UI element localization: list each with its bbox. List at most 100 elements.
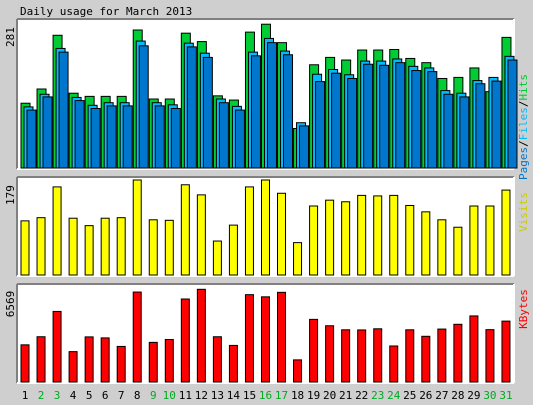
bar-visits-day-31 xyxy=(501,189,511,276)
x-tick-label-day-29: 29 xyxy=(467,389,480,402)
bar-pages-day-8 xyxy=(138,45,149,169)
bar-kbytes-day-8 xyxy=(132,291,142,383)
x-tick-label-day-27: 27 xyxy=(435,389,448,402)
bar-pages-day-11 xyxy=(186,46,197,169)
x-tick-label-day-11: 11 xyxy=(179,389,192,402)
bar-visits-day-11 xyxy=(180,184,190,276)
bar-kbytes-day-25 xyxy=(405,329,415,383)
bar-visits-day-7 xyxy=(116,217,126,276)
x-tick-label-day-21: 21 xyxy=(339,389,352,402)
bar-pages-day-29 xyxy=(475,83,486,169)
bar-pages-day-31 xyxy=(507,59,518,169)
bar-visits-day-8 xyxy=(132,179,142,276)
bar-visits-day-19 xyxy=(309,205,319,276)
bar-kbytes-day-27 xyxy=(437,328,447,383)
bar-kbytes-day-18 xyxy=(293,359,303,383)
bar-pages-day-25 xyxy=(411,70,422,169)
x-tick-label-day-6: 6 xyxy=(102,389,109,402)
bar-visits-day-4 xyxy=(68,217,78,276)
bar-pages-day-26 xyxy=(427,71,438,169)
bar-pages-day-10 xyxy=(170,107,181,169)
bar-kbytes-day-26 xyxy=(421,335,431,383)
bar-visits-day-25 xyxy=(405,204,415,276)
bar-pages-day-15 xyxy=(250,55,261,169)
bar-kbytes-day-10 xyxy=(164,338,174,383)
bar-kbytes-day-31 xyxy=(501,320,511,383)
bar-pages-day-7 xyxy=(122,105,133,169)
x-tick-label-day-12: 12 xyxy=(195,389,208,402)
bar-visits-day-14 xyxy=(228,224,238,276)
bar-kbytes-day-16 xyxy=(260,296,270,383)
bar-pages-day-5 xyxy=(90,107,101,169)
x-tick-label-day-8: 8 xyxy=(134,389,141,402)
bar-pages-day-16 xyxy=(266,42,277,169)
bar-kbytes-day-17 xyxy=(277,291,287,383)
bar-visits-day-26 xyxy=(421,211,431,276)
x-tick-label-day-18: 18 xyxy=(291,389,304,402)
x-tick-label-day-10: 10 xyxy=(163,389,176,402)
x-tick-label-day-31: 31 xyxy=(499,389,512,402)
bar-visits-day-12 xyxy=(196,194,206,276)
x-tick-label-day-7: 7 xyxy=(118,389,125,402)
x-tick-label-day-2: 2 xyxy=(38,389,45,402)
x-tick-label-day-9: 9 xyxy=(150,389,157,402)
x-tick-label-day-15: 15 xyxy=(243,389,256,402)
bar-kbytes-day-9 xyxy=(148,341,158,383)
bar-pages-day-22 xyxy=(363,63,374,169)
bar-visits-day-27 xyxy=(437,219,447,276)
bar-kbytes-day-5 xyxy=(84,336,94,383)
bar-pages-day-4 xyxy=(74,100,85,169)
bar-pages-day-21 xyxy=(347,77,358,169)
bar-pages-day-2 xyxy=(42,96,53,169)
bar-visits-day-30 xyxy=(485,205,495,276)
x-tick-label-day-20: 20 xyxy=(323,389,336,402)
bar-kbytes-day-12 xyxy=(196,288,206,383)
bar-kbytes-day-19 xyxy=(309,318,319,383)
bar-visits-day-16 xyxy=(260,179,270,276)
bar-pages-day-30 xyxy=(491,80,502,169)
bar-kbytes-day-13 xyxy=(212,336,222,383)
bar-visits-day-29 xyxy=(469,205,479,276)
bar-pages-day-20 xyxy=(331,72,342,169)
chart-title: Daily usage for March 2013 xyxy=(20,5,192,18)
bar-pages-day-17 xyxy=(283,54,294,169)
bar-kbytes-day-24 xyxy=(389,345,399,383)
panel-3-max-label: 6569 xyxy=(4,291,17,318)
legend-part-2: Files xyxy=(517,107,530,140)
bar-kbytes-day-23 xyxy=(373,328,383,383)
panel-2-legend: Visits xyxy=(517,192,530,232)
bar-visits-day-18 xyxy=(293,242,303,276)
x-tick-label-day-30: 30 xyxy=(483,389,496,402)
bar-kbytes-day-2 xyxy=(36,336,46,383)
bar-kbytes-day-1 xyxy=(20,344,30,383)
bar-kbytes-day-29 xyxy=(469,315,479,383)
bar-pages-day-14 xyxy=(234,109,245,169)
legend-part-3: / xyxy=(517,101,530,108)
bar-visits-day-13 xyxy=(212,240,222,276)
bar-kbytes-day-3 xyxy=(52,310,62,383)
bar-pages-day-19 xyxy=(315,81,326,169)
bar-visits-day-24 xyxy=(389,194,399,276)
bar-visits-day-3 xyxy=(52,186,62,276)
panel-3-legend: KBytes xyxy=(517,289,530,329)
bar-visits-day-1 xyxy=(20,220,30,276)
bar-pages-day-23 xyxy=(379,64,390,169)
x-tick-label-day-3: 3 xyxy=(54,389,61,402)
bar-kbytes-day-21 xyxy=(341,329,351,383)
bar-kbytes-day-6 xyxy=(100,337,110,383)
panel-2-max-label: 179 xyxy=(4,185,17,205)
bar-kbytes-day-28 xyxy=(453,323,463,383)
bar-kbytes-day-14 xyxy=(228,344,238,383)
bar-visits-day-5 xyxy=(84,225,94,276)
bar-visits-day-23 xyxy=(373,195,383,276)
bar-pages-day-12 xyxy=(202,56,213,169)
legend-part-0: Pages xyxy=(517,147,530,180)
x-tick-label-day-13: 13 xyxy=(211,389,224,402)
bar-visits-day-2 xyxy=(36,217,46,276)
x-tick-label-day-26: 26 xyxy=(419,389,432,402)
bar-pages-day-6 xyxy=(106,105,117,169)
x-tick-label-day-24: 24 xyxy=(387,389,401,402)
bar-visits-day-15 xyxy=(244,186,254,276)
panel-1-legend: Pages/Files/Hits xyxy=(517,74,530,180)
